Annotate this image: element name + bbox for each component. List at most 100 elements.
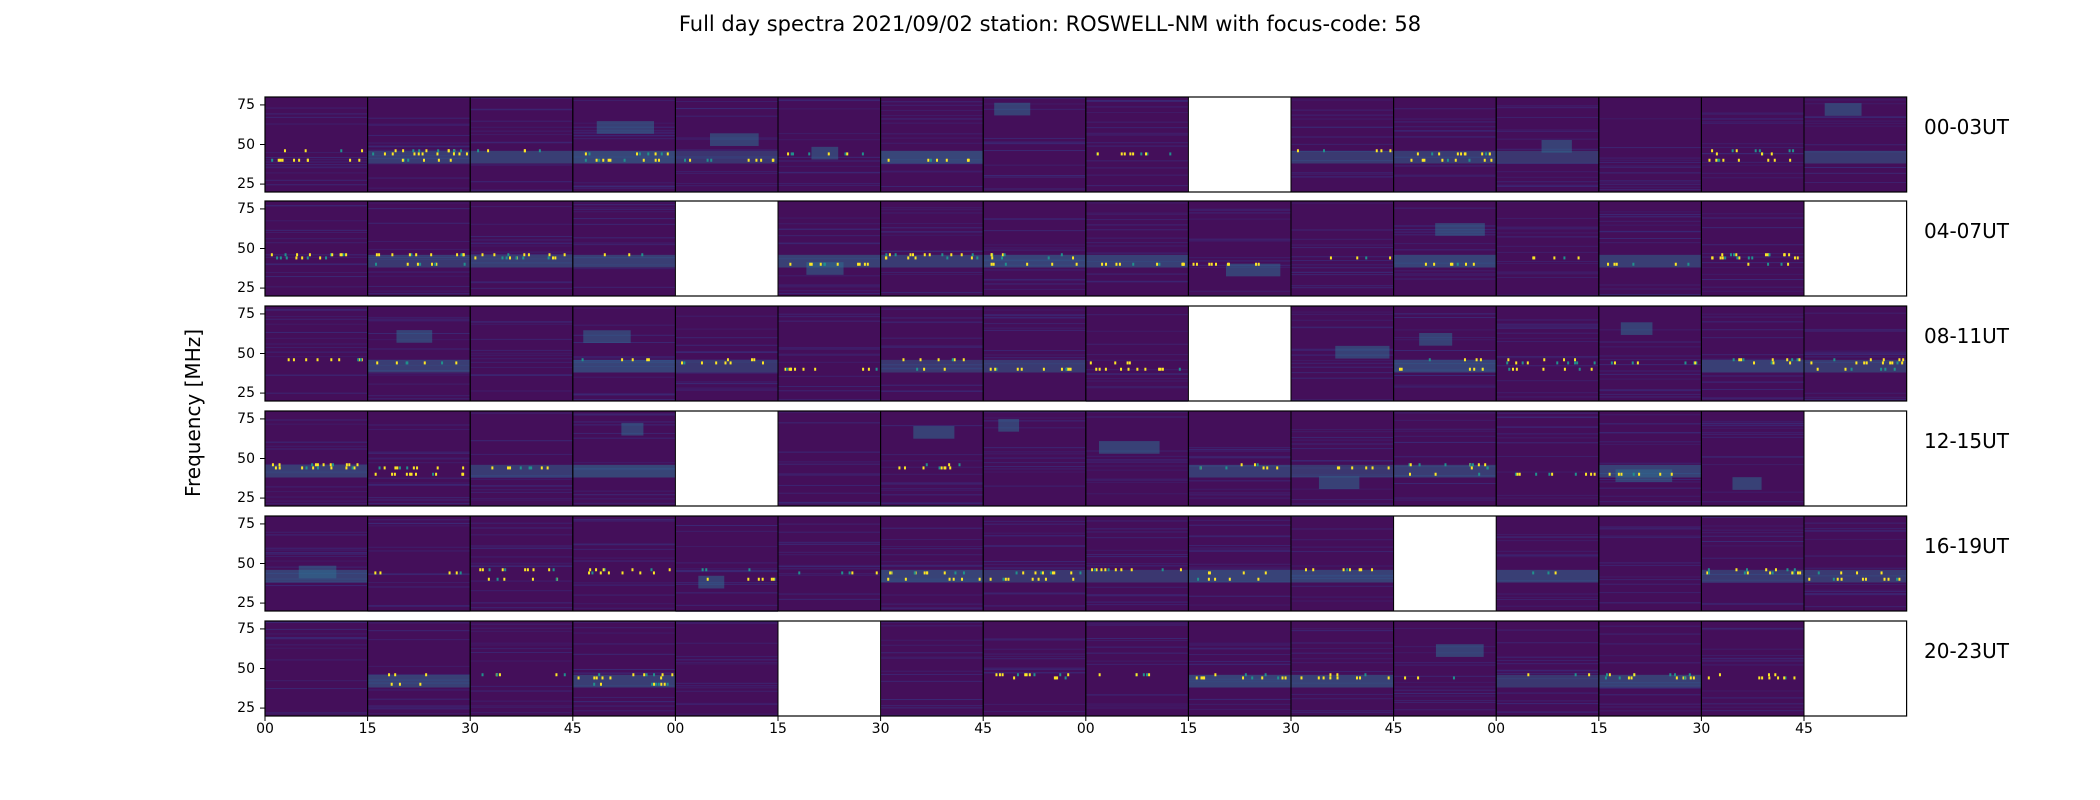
y-tick-label: 75: [237, 305, 255, 322]
spectrum-panel-r2-c13: [1598, 306, 1702, 401]
spectrum-panel-r3-c15: [1804, 411, 1907, 506]
spectrum-panel-r5-c2: [470, 621, 573, 716]
y-tick-label: 25: [237, 595, 255, 612]
spectrum-panel-r1-c2: [470, 201, 573, 296]
row-time-label: 16-19UT: [1924, 534, 2009, 558]
y-tick-label: 75: [237, 96, 255, 113]
y-tick-label: 75: [237, 410, 255, 427]
spectrum-panel-r0-c0: [265, 97, 368, 192]
y-tick-label: 50: [237, 660, 255, 677]
spectrum-panel-r2-c5: [778, 306, 881, 401]
row-time-label: 08-11UT: [1924, 324, 2009, 348]
spectrum-panel-r1-c1: [367, 201, 471, 297]
spectrum-panel-r3-c10: [1291, 411, 1394, 506]
spectrum-panel-r4-c2: [470, 516, 573, 611]
spectrum-panel-r0-c11: [1393, 97, 1497, 193]
spectrum-panel-r2-c8: [1085, 306, 1189, 402]
row-time-label: 20-23UT: [1924, 639, 2009, 663]
y-tick-label: 50: [237, 450, 255, 467]
x-tick-label: 15: [1179, 721, 1198, 737]
x-tick-label: 15: [1589, 721, 1608, 737]
x-tick-label: 30: [871, 721, 890, 737]
row-time-label: 12-15UT: [1924, 429, 2009, 453]
y-tick-label: 75: [237, 620, 255, 637]
spectrum-panel-r5-c5: [778, 621, 881, 716]
spectrum-panel-r2-c4: [675, 306, 778, 401]
spectrum-panel-r1-c14: [1701, 201, 1804, 296]
spectrum-panel-r1-c9: [1188, 201, 1291, 296]
x-tick-label: 30: [1282, 721, 1300, 737]
spectrum-panel-r5-c9: [1188, 621, 1291, 716]
spectrum-panel-r2-c2: [470, 306, 573, 401]
spectrum-panel-r2-c12: [1496, 306, 1599, 401]
spectrum-panel-r5-c13: [1598, 621, 1702, 716]
spectrum-panel-r3-c2: [470, 411, 573, 507]
spectrum-panel-r4-c13: [1598, 516, 1702, 611]
spectrum-panel-r4-c5: [778, 516, 881, 611]
spectrum-panel-r1-c13: [1598, 201, 1702, 296]
spectrum-panel-r0-c12: [1496, 97, 1599, 192]
spectrum-panel-r0-c15: [1804, 97, 1907, 192]
x-tick-label: 00: [1487, 721, 1506, 737]
x-tick-label: 00: [256, 721, 274, 737]
spectrum-panel-r0-c8: [1085, 97, 1189, 192]
spectrum-panel-r1-c12: [1496, 201, 1599, 296]
spectrum-panel-r0-c13: [1598, 97, 1702, 192]
spectrum-panel-r4-c9: [1188, 516, 1291, 611]
spectrum-panel-r4-c3: [572, 516, 676, 611]
spectrum-panel-r5-c6: [880, 621, 984, 716]
spectrum-panel-r4-c10: [1291, 516, 1394, 611]
spectrum-panel-r0-c3: [572, 97, 676, 192]
y-tick-label: 50: [237, 345, 255, 362]
spectrum-panel-r0-c2: [470, 97, 573, 192]
y-tick-label: 25: [237, 490, 255, 507]
spectrum-panel-r3-c8: [1085, 411, 1189, 506]
y-tick-label: 75: [237, 515, 255, 532]
spectrum-panel-r2-c11: [1393, 306, 1497, 401]
spectrum-panel-r3-c9: [1188, 411, 1291, 507]
y-tick-label: 25: [237, 700, 255, 717]
spectrum-panel-r1-c4: [675, 201, 778, 296]
x-tick-label: 45: [1384, 721, 1403, 737]
y-tick-label: 75: [237, 200, 255, 217]
y-tick-label: 50: [237, 136, 255, 153]
spectrum-panel-r5-c14: [1701, 621, 1804, 716]
spectrum-panel-r0-c14: [1701, 97, 1804, 192]
spectrum-panel-r4-c15: [1804, 516, 1907, 611]
spectrum-panel-r5-c1: [367, 621, 471, 716]
spectrum-panel-r5-c8: [1085, 621, 1189, 716]
y-tick-label: 50: [237, 555, 255, 572]
spectrum-panel-r1-c5: [778, 201, 881, 296]
spectrum-panel-r5-c12: [1496, 621, 1599, 716]
spectrum-panel-r2-c1: [367, 306, 471, 401]
spectrum-panel-r3-c11: [1393, 411, 1497, 506]
spectrum-panel-r0-c10: [1291, 97, 1394, 192]
spectrum-panel-r1-c15: [1804, 201, 1907, 296]
x-tick-label: 30: [461, 721, 480, 737]
spectrum-panel-r0-c1: [367, 97, 471, 192]
spectrum-panel-r5-c15: [1804, 621, 1907, 716]
spectrum-panel-r2-c3: [572, 306, 676, 401]
spectrum-panel-r3-c3: [572, 411, 676, 506]
spectrum-panel-r5-c7: [983, 621, 1086, 716]
spectrum-panel-r3-c14: [1701, 411, 1804, 506]
spectrum-panel-r2-c14: [1701, 306, 1804, 401]
spectrum-panel-r3-c4: [675, 411, 778, 506]
y-tick-label: 25: [237, 176, 255, 193]
spectrum-panel-r1-c3: [572, 201, 676, 296]
spectrum-panel-r3-c0: [265, 411, 368, 506]
spectrum-panel-r5-c10: [1291, 621, 1394, 716]
spectrum-panel-r1-c7: [983, 201, 1086, 296]
y-tick-label: 25: [237, 280, 255, 297]
spectrum-panel-r1-c6: [880, 201, 984, 296]
spectrum-panel-r0-c5: [778, 97, 881, 193]
spectrum-panel-r2-c6: [880, 306, 984, 401]
y-tick-label: 50: [237, 240, 255, 257]
spectrum-panel-r5-c0: [265, 621, 368, 716]
spectrum-panel-r3-c12: [1496, 411, 1599, 507]
spectrum-panel-r4-c4: [675, 516, 778, 612]
spectrum-panel-r2-c15: [1804, 306, 1907, 401]
spectrum-panel-r4-c6: [880, 516, 984, 611]
spectrum-panel-r3-c13: [1598, 411, 1702, 506]
